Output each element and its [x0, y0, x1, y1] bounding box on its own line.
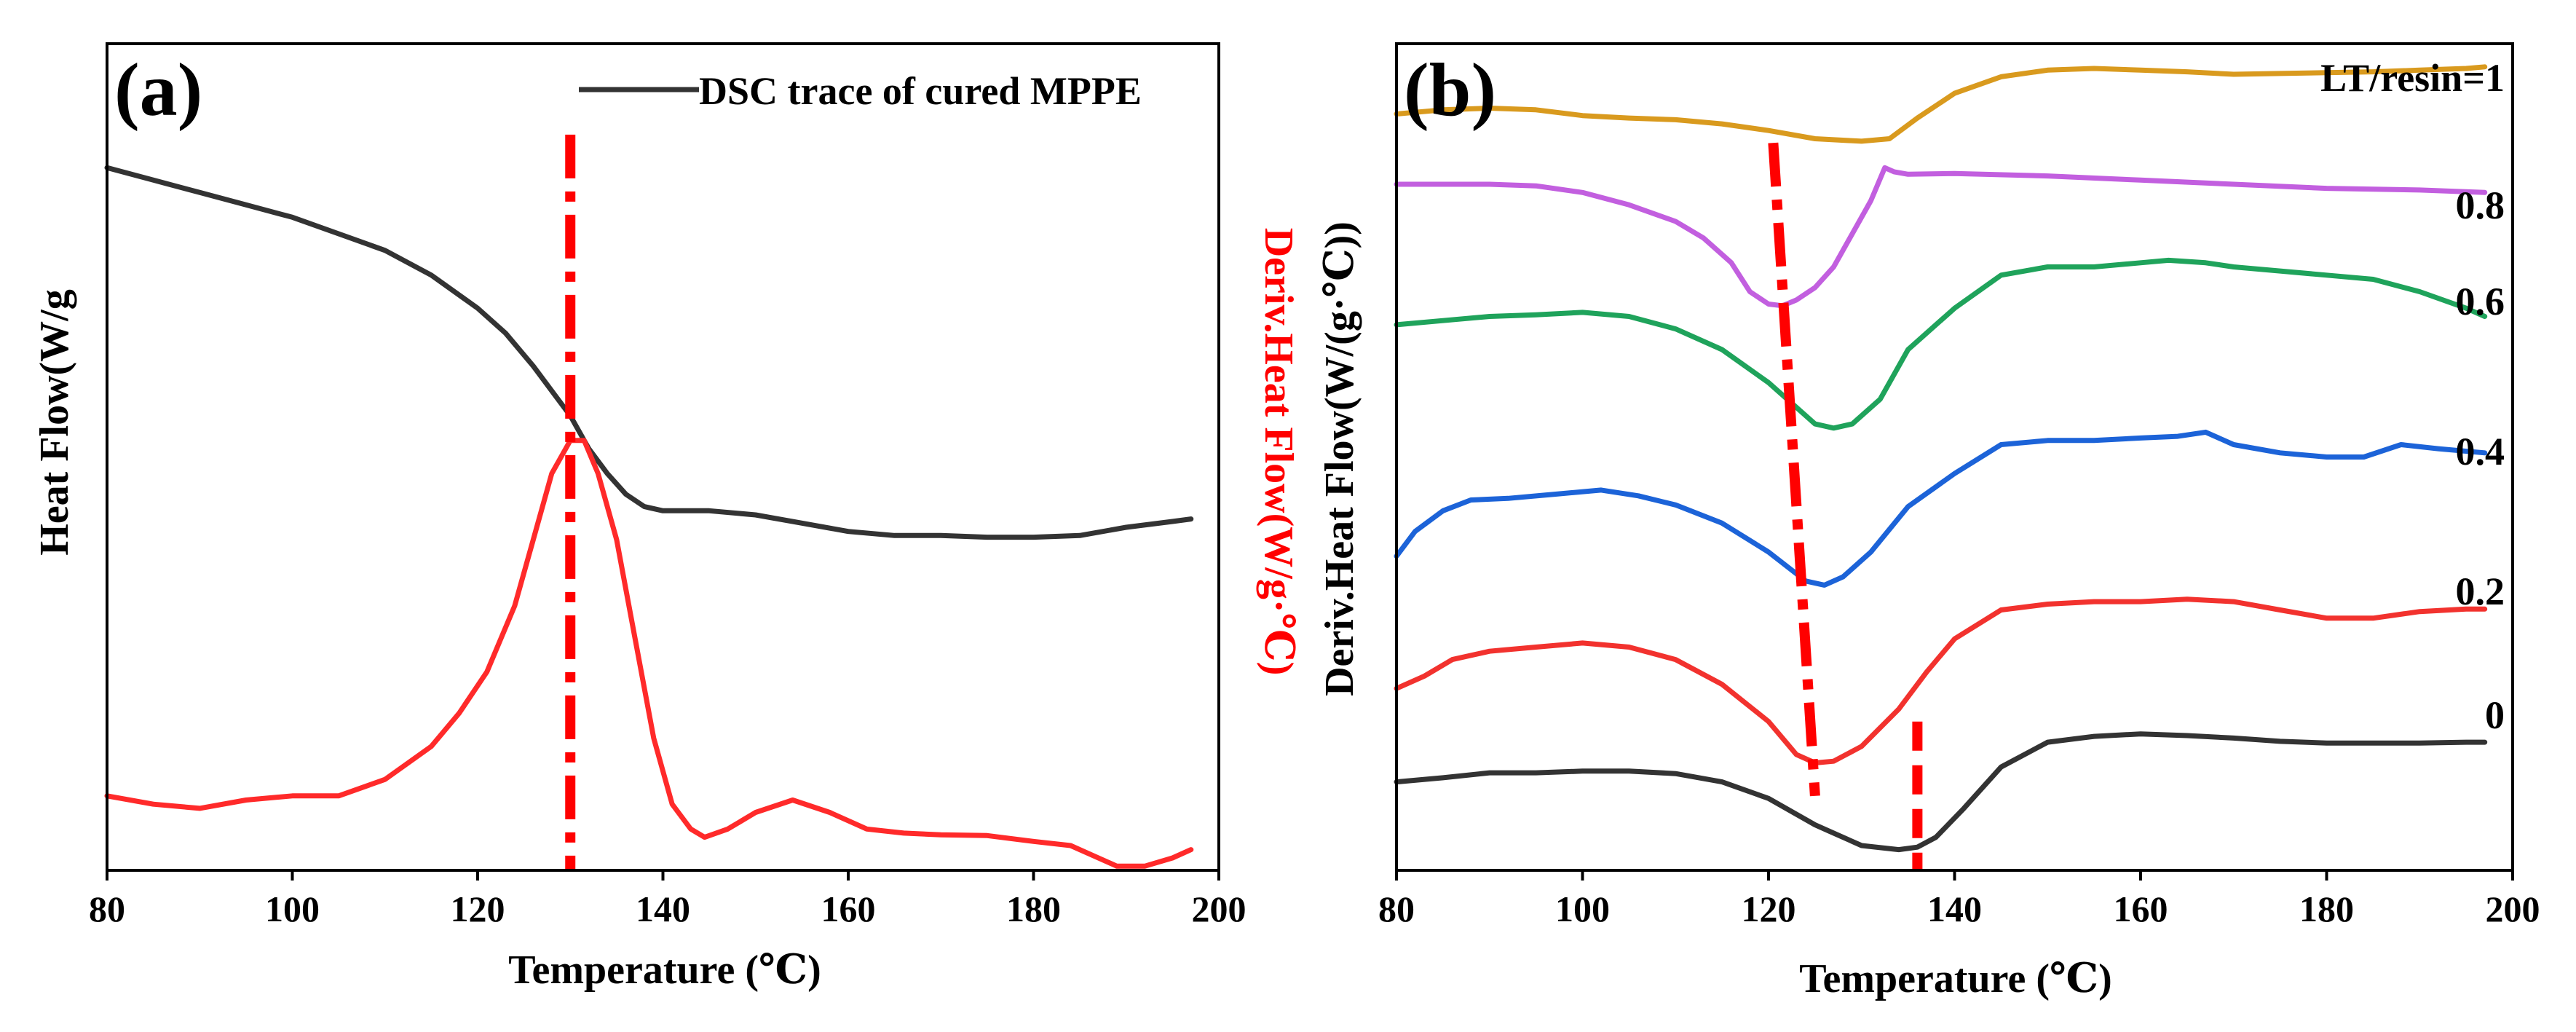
panel-a-series-line-0 [104, 165, 1194, 540]
panel-b-x-ticks: 80 100 120 140 160 180 200 [1378, 870, 2540, 929]
panel-b-x-tick-label: 120 [1742, 889, 1796, 929]
panel-a-right-axis-label: Deriv.Heat Flow(W/g·℃) [1256, 228, 1301, 676]
series-label-0-6: 0.6 [2456, 280, 2505, 323]
series-label-0-2: 0.2 [2456, 570, 2505, 613]
panel-a-series-line-1 [104, 438, 1194, 869]
panel-a-x-tick-label: 80 [89, 889, 125, 929]
panel-b-series-line-3 [1394, 429, 2488, 588]
panel-b-label: (b) [1404, 48, 1496, 132]
panel-b-x-tick-label: 100 [1555, 889, 1610, 929]
panel-b-x-tick-label: 140 [1927, 889, 1982, 929]
panel-b-series-line-2 [1394, 257, 2488, 431]
panel-b-x-axis-label: Temperature (℃) [1799, 956, 2111, 1001]
panel-b-x-tick-label: 200 [2486, 889, 2540, 929]
panel-b-x-tick-label: 160 [2114, 889, 2168, 929]
panel-a-series [104, 165, 1194, 869]
panel-a-label: (a) [114, 48, 202, 132]
series-label-0: 0 [2485, 693, 2505, 737]
panel-b-x-tick-label: 80 [1378, 889, 1415, 929]
panel-a-legend-entry: DSC trace of cured MPPE [699, 69, 1142, 113]
panel-b-series-line-4 [1394, 596, 2488, 765]
panel-a-x-tick-label: 100 [265, 889, 320, 929]
panel-b-guide-lines [1768, 142, 1923, 870]
panel-b-series [1394, 64, 2488, 853]
panel-a-x-tick-label: 180 [1006, 889, 1061, 929]
panel-b-guide-line-0 [1768, 142, 1820, 797]
panel-b: 80 100 120 140 160 180 200 (b) LT/resin=1 0.8 … [1317, 42, 2540, 1001]
panel-b-series-line-5 [1394, 731, 2488, 853]
panel-b-x-tick-label: 180 [2299, 889, 2354, 929]
panel-a-x-ticks: 80 100 120 140 160 180 200 [89, 870, 1246, 929]
panel-b-series-line-0 [1394, 64, 2488, 144]
panel-a-y-axis-label: Heat Flow(W/g [32, 289, 77, 555]
panel-a-x-tick-label: 200 [1192, 889, 1246, 929]
series-label-0-8: 0.8 [2456, 184, 2505, 227]
panel-a-x-tick-label: 140 [636, 889, 690, 929]
panel-a-x-tick-label: 120 [451, 889, 505, 929]
panel-a-x-tick-label: 160 [821, 889, 876, 929]
series-label-0-4: 0.4 [2456, 430, 2505, 473]
panel-a-x-axis-label: Temperature (℃) [508, 948, 821, 993]
panel-b-y-axis-label: Deriv.Heat Flow(W/(g·℃)) [1317, 221, 1362, 696]
panel-b-series-line-1 [1394, 165, 2488, 309]
panel-a: 80 100 120 140 160 180 200 (a) DSC trace of cu… [32, 42, 1301, 993]
series-label-lt-resin-1: LT/resin=1 [2320, 56, 2505, 100]
